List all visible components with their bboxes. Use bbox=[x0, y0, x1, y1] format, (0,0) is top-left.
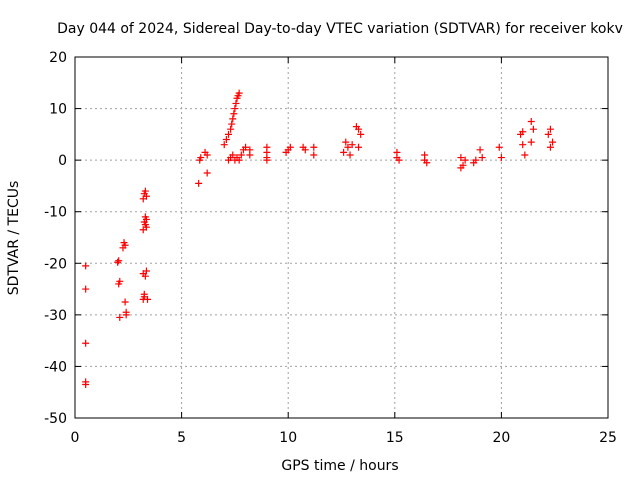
y-tick-label: 10 bbox=[49, 102, 67, 118]
y-tick-label: -40 bbox=[44, 359, 67, 375]
y-tick-labels: -50 -40 -30 -20 -10 0 10 20 bbox=[44, 50, 67, 427]
data-point bbox=[115, 257, 123, 265]
data-point bbox=[546, 125, 554, 133]
data-point bbox=[116, 313, 124, 321]
y-tick-label: 20 bbox=[49, 50, 67, 66]
data-point bbox=[203, 169, 211, 177]
data-point bbox=[121, 241, 129, 249]
data-point bbox=[461, 156, 469, 164]
data-point bbox=[286, 143, 294, 151]
data-point bbox=[310, 143, 318, 151]
data-point bbox=[220, 141, 228, 149]
data-point bbox=[457, 154, 465, 162]
x-tick-labels: 0 5 10 15 20 25 bbox=[71, 430, 617, 446]
data-series-sdtvar bbox=[82, 89, 557, 388]
plot-frame bbox=[74, 56, 609, 419]
data-point bbox=[357, 130, 365, 138]
data-point bbox=[242, 143, 250, 151]
data-point bbox=[546, 143, 554, 151]
data-point bbox=[529, 125, 537, 133]
data-point bbox=[228, 120, 236, 128]
data-point bbox=[82, 285, 90, 293]
y-tick-label: -10 bbox=[44, 205, 67, 221]
x-tick-label: 5 bbox=[177, 430, 186, 446]
data-point bbox=[544, 130, 552, 138]
data-point bbox=[346, 151, 354, 159]
data-point bbox=[142, 192, 150, 200]
x-tick-label: 25 bbox=[599, 430, 617, 446]
data-point bbox=[231, 105, 239, 113]
data-point bbox=[263, 156, 271, 164]
y-axis-label: SDTVAR / TECUs bbox=[6, 181, 22, 296]
data-point bbox=[235, 156, 243, 164]
data-point bbox=[478, 154, 486, 162]
x-tick-label: 15 bbox=[386, 430, 404, 446]
data-point bbox=[229, 115, 237, 123]
x-tick-label: 0 bbox=[71, 430, 80, 446]
y-tick-label: -20 bbox=[44, 256, 67, 272]
axis-ticks bbox=[74, 56, 609, 419]
data-point bbox=[521, 151, 529, 159]
data-point bbox=[457, 164, 465, 172]
data-point bbox=[476, 146, 484, 154]
data-point bbox=[310, 151, 318, 159]
data-point bbox=[195, 179, 203, 187]
data-point bbox=[141, 187, 149, 195]
data-point bbox=[246, 151, 254, 159]
data-point bbox=[235, 89, 243, 97]
chart-title: Day 044 of 2024, Sidereal Day-to-day VTE… bbox=[57, 21, 623, 37]
data-point bbox=[549, 138, 557, 146]
data-point bbox=[141, 221, 149, 229]
data-point bbox=[142, 215, 150, 223]
data-point bbox=[203, 151, 211, 159]
data-point bbox=[519, 128, 527, 136]
data-point bbox=[237, 151, 245, 159]
data-point bbox=[116, 277, 124, 285]
data-point bbox=[229, 151, 237, 159]
data-point bbox=[519, 141, 527, 149]
data-point bbox=[423, 159, 431, 167]
data-point bbox=[495, 143, 503, 151]
data-point bbox=[140, 290, 148, 298]
data-point bbox=[301, 146, 309, 154]
data-point bbox=[82, 262, 90, 270]
data-point bbox=[114, 258, 122, 266]
data-point bbox=[472, 156, 480, 164]
data-point bbox=[143, 295, 151, 303]
data-point bbox=[82, 380, 90, 388]
data-point bbox=[342, 138, 350, 146]
x-tick-label: 10 bbox=[279, 430, 297, 446]
data-point bbox=[227, 125, 235, 133]
data-point bbox=[122, 308, 130, 316]
data-point bbox=[121, 298, 129, 306]
x-tick-label: 20 bbox=[492, 430, 510, 446]
y-tick-label: -30 bbox=[44, 308, 67, 324]
data-point bbox=[527, 117, 535, 125]
x-axis-label: GPS time / hours bbox=[281, 458, 398, 474]
data-point bbox=[139, 270, 147, 278]
data-point bbox=[222, 136, 230, 144]
data-point bbox=[355, 143, 363, 151]
y-tick-label: -50 bbox=[44, 411, 67, 427]
data-point bbox=[527, 138, 535, 146]
data-point bbox=[230, 110, 238, 118]
data-point bbox=[232, 99, 240, 107]
y-tick-label: 0 bbox=[58, 153, 67, 169]
data-point bbox=[348, 141, 356, 149]
data-point bbox=[197, 154, 205, 162]
data-point bbox=[82, 339, 90, 347]
data-point bbox=[225, 130, 233, 138]
data-point bbox=[395, 156, 403, 164]
data-point bbox=[355, 125, 363, 133]
data-point bbox=[340, 148, 348, 156]
data-point bbox=[497, 154, 505, 162]
grid bbox=[75, 57, 608, 418]
data-point bbox=[344, 143, 352, 151]
